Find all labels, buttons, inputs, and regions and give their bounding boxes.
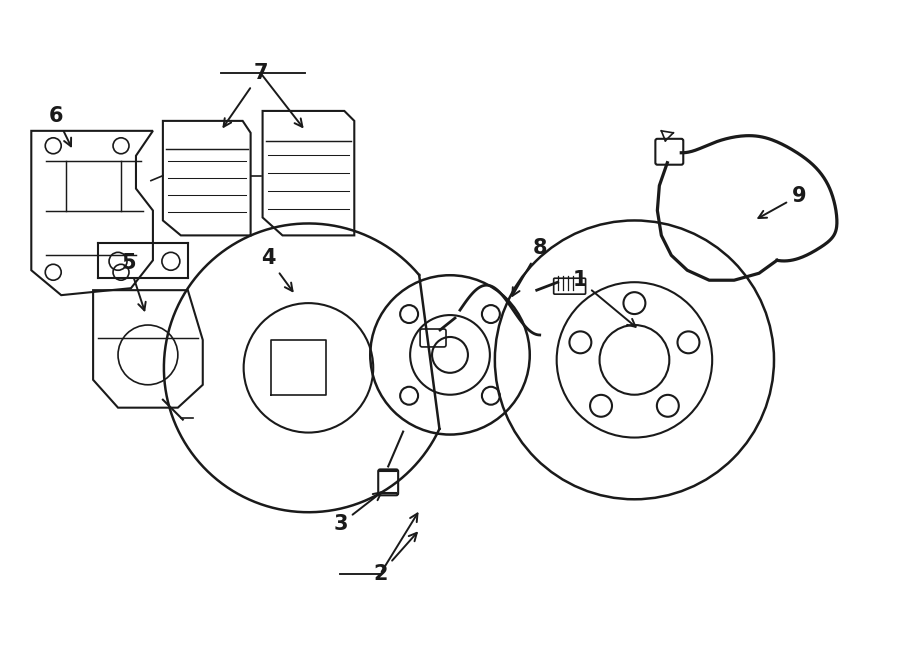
Text: 2: 2 — [373, 533, 417, 584]
Text: 1: 1 — [572, 270, 635, 327]
Text: 8: 8 — [512, 239, 547, 296]
Text: 5: 5 — [122, 253, 146, 311]
Text: 7: 7 — [223, 63, 268, 127]
Text: 3: 3 — [333, 492, 382, 534]
Text: 6: 6 — [49, 106, 71, 146]
Text: 9: 9 — [759, 186, 806, 218]
Text: 4: 4 — [261, 249, 292, 291]
